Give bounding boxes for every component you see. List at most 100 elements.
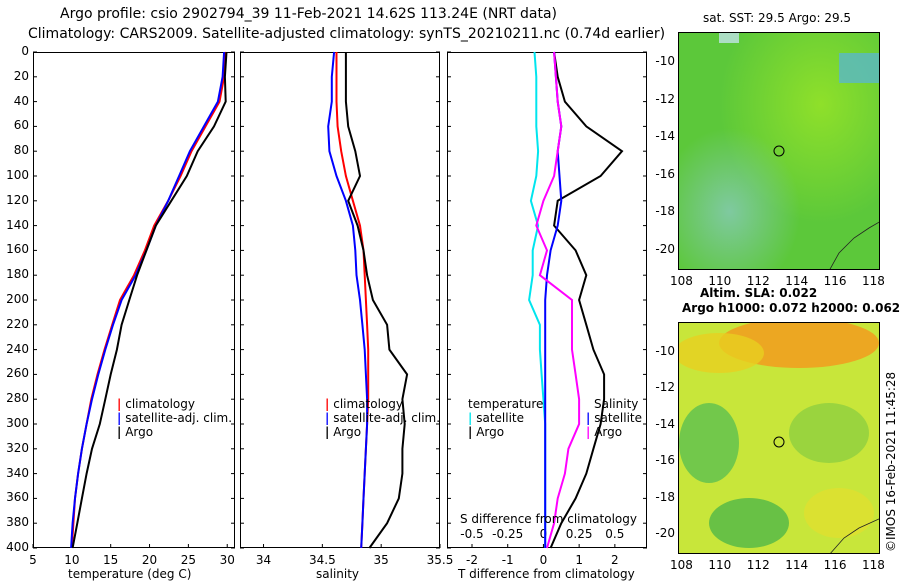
legend-blue-mark: | xyxy=(325,411,330,425)
series-line-t-argo xyxy=(549,51,624,549)
sal-legend: | climatology | satellite-adj. clim. | A… xyxy=(325,397,440,439)
depth-tick-label: 180 xyxy=(6,267,29,282)
x-tick-label: 34 xyxy=(256,553,271,567)
map-y-tick-label: -12 xyxy=(655,91,675,106)
map-x-tick-label: 116 xyxy=(823,558,847,572)
map-y-tick-label: -14 xyxy=(655,129,675,144)
s-tick-label: -0.5 xyxy=(460,527,483,541)
credit-label: ©IMOS 16-Feb-2021 11:45:28 xyxy=(884,371,898,552)
x-tick-label: 15 xyxy=(103,553,118,567)
temp-legend: | climatology | satellite-adj. clim. | A… xyxy=(117,397,232,439)
sla-title-1: Altim. SLA: 0.022 xyxy=(700,286,818,300)
map-y-tick-label: -14 xyxy=(655,416,675,431)
legend-magenta-mark: | xyxy=(586,425,591,439)
x-tick-label: 30 xyxy=(220,553,235,567)
depth-tick-label: 40 xyxy=(13,93,29,108)
map-x-tick-label: 112 xyxy=(746,558,770,572)
series-line-t-satellite xyxy=(528,51,547,548)
depth-tick-label: 60 xyxy=(13,118,29,133)
series-line-s-argo xyxy=(535,51,581,549)
map-x-tick-label: 114 xyxy=(785,274,809,288)
legend-blue-mark: | xyxy=(117,411,122,425)
legend-satellite: satellite xyxy=(594,411,643,425)
depth-tick-label: 280 xyxy=(6,391,29,406)
s-tick-label: -0.25 xyxy=(492,527,523,541)
series-line-argo xyxy=(71,51,228,549)
legend-salinity-title: Salinity xyxy=(594,397,639,411)
legend-blue-mark: | xyxy=(586,411,591,425)
map-x-tick-label: 118 xyxy=(862,274,885,288)
depth-tick-label: 300 xyxy=(6,416,29,430)
title-line-1: Argo profile: csio 2902794_39 11-Feb-202… xyxy=(60,6,558,22)
map-y-tick-label: -12 xyxy=(655,380,675,395)
map-y-tick-label: -10 xyxy=(655,344,675,358)
map-x-tick-label: 110 xyxy=(708,274,732,288)
legend-satellite: satellite xyxy=(476,411,525,425)
series-line-climatology xyxy=(335,52,370,549)
x-tick-label: 20 xyxy=(142,553,157,567)
depth-tick-label: 220 xyxy=(6,316,29,331)
map-x-tick-label: 108 xyxy=(670,274,693,288)
depth-tick-label: 400 xyxy=(6,540,29,554)
series-line-satellite-adj-clim- xyxy=(327,51,369,549)
s-tick-label: 0.25 xyxy=(566,527,593,541)
s-difference-label: S difference from climatology xyxy=(460,512,637,526)
x-tick-label: 5 xyxy=(29,553,37,567)
map-x-tick-label: 118 xyxy=(862,558,885,572)
legend-temperature-title: temperature xyxy=(468,397,544,411)
depth-tick-label: 0 xyxy=(21,44,29,58)
sst-map xyxy=(678,32,880,270)
series-line-argo xyxy=(344,52,409,549)
sla-map xyxy=(678,322,880,554)
x-tick-label: 10 xyxy=(64,553,79,567)
x-tick-label: 0 xyxy=(540,553,548,567)
map-x-tick-label: 114 xyxy=(785,558,809,572)
difference-xlabel: T difference from climatology xyxy=(458,567,635,581)
depth-tick-label: 200 xyxy=(6,292,29,306)
x-tick-label: 2 xyxy=(611,553,619,567)
x-tick-label: 1 xyxy=(575,553,583,567)
x-tick-label: 35.5 xyxy=(427,553,454,567)
map-y-tick-label: -10 xyxy=(655,54,675,68)
depth-tick-label: 160 xyxy=(6,242,29,257)
diff-legend-temperature: temperature | satellite | Argo xyxy=(468,397,543,439)
title-line-2: Climatology: CARS2009. Satellite-adjuste… xyxy=(28,26,666,42)
legend-black-mark: | xyxy=(468,425,473,439)
depth-tick-label: 100 xyxy=(6,168,29,182)
series-line-satellite-adj-clim- xyxy=(70,51,226,549)
legend-argo: Argo xyxy=(476,425,505,439)
series-line-s-satellite xyxy=(544,51,563,548)
sst-map-title: sat. SST: 29.5 Argo: 29.5 xyxy=(703,11,852,25)
legend-cyan-mark: | xyxy=(468,411,473,425)
map-y-tick-label: -18 xyxy=(655,204,675,219)
map-y-tick-label: -20 xyxy=(655,526,675,540)
map-x-tick-label: 108 xyxy=(670,558,693,572)
salinity-xlabel: salinity xyxy=(316,567,360,581)
legend-red-mark: | xyxy=(117,397,122,411)
depth-tick-label: 320 xyxy=(6,440,29,455)
depth-tick-label: 360 xyxy=(6,490,29,505)
x-tick-label: -2 xyxy=(466,553,478,567)
map-y-tick-label: -20 xyxy=(655,242,675,256)
temperature-xlabel: temperature (deg C) xyxy=(68,567,192,581)
series-line-climatology xyxy=(70,51,227,549)
depth-tick-label: 20 xyxy=(13,68,29,83)
map-y-tick-label: -16 xyxy=(655,453,675,468)
x-tick-label: 35 xyxy=(374,553,389,567)
legend-climatology: climatology xyxy=(333,397,403,411)
depth-tick-label: 120 xyxy=(6,192,29,207)
diff-legend-salinity: Salinity | satellite | Argo xyxy=(586,397,642,439)
map-x-tick-label: 112 xyxy=(746,274,770,288)
x-tick-label: 34.5 xyxy=(309,553,336,567)
depth-tick-label: 80 xyxy=(13,143,29,158)
x-tick-label: -1 xyxy=(502,553,514,567)
legend-climatology: climatology xyxy=(125,397,195,411)
map-x-tick-label: 116 xyxy=(823,274,847,288)
map-x-tick-label: 110 xyxy=(708,558,732,572)
legend-red-mark: | xyxy=(325,397,330,411)
depth-tick-label: 240 xyxy=(6,341,29,356)
depth-tick-label: 380 xyxy=(6,515,29,530)
legend-satellite-adj: satellite-adj. clim. xyxy=(125,411,233,425)
s-tick-label: 0 xyxy=(540,527,548,541)
